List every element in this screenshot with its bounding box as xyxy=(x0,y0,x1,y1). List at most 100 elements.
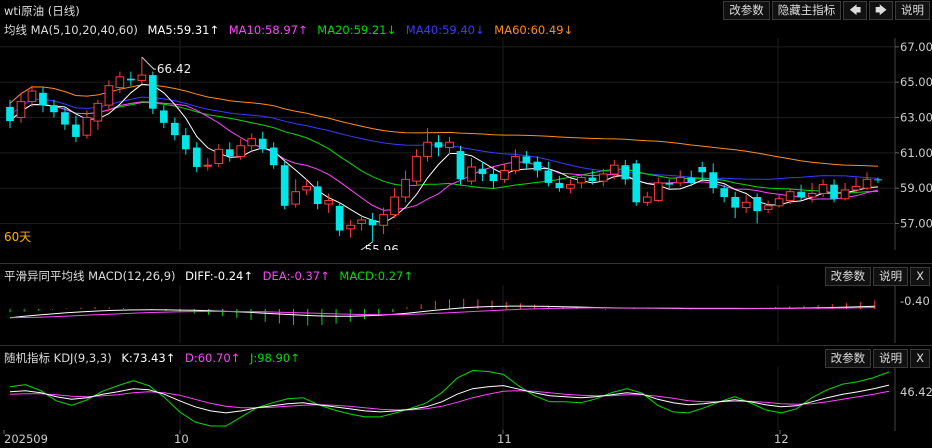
candle-down xyxy=(874,179,882,181)
j-line xyxy=(9,369,890,427)
candle-up xyxy=(214,148,224,164)
ma60-value: MA60:60.49↓ xyxy=(494,23,574,37)
kdj-close-button[interactable]: X xyxy=(910,349,930,368)
macd-chart[interactable]: -0.40 xyxy=(0,285,932,343)
candle-up xyxy=(642,196,652,203)
next-button[interactable]: 🡆 xyxy=(869,1,893,20)
candle-up xyxy=(577,177,586,184)
dea-value: DEA:-0.37↑ xyxy=(262,269,330,283)
candle-up xyxy=(379,214,388,226)
candle-down xyxy=(522,156,531,164)
edit-params-button[interactable]: 改参数 xyxy=(723,1,770,20)
diff-value: DIFF:-0.24↑ xyxy=(185,269,254,283)
candle-up xyxy=(741,201,751,209)
kdj-legend: 随机指标 KDJ(9,3,3) K:73.43↑ D:60.70↑ J:98.9… xyxy=(0,347,932,368)
candle-down xyxy=(489,174,498,182)
candle-up xyxy=(511,155,520,172)
candle-down xyxy=(665,182,674,185)
hide-main-indicator-button[interactable]: 隐藏主指标 xyxy=(771,1,842,20)
ma40-line xyxy=(9,96,879,180)
candle-down xyxy=(720,188,729,197)
candle-up xyxy=(16,101,26,118)
candle-down xyxy=(72,124,80,137)
diff-line xyxy=(9,305,875,319)
candle-down xyxy=(6,106,14,122)
candle-down xyxy=(170,122,179,136)
candle-down xyxy=(181,135,190,150)
macd-close-button[interactable]: X xyxy=(910,267,930,286)
prev-button[interactable]: 🡄 xyxy=(843,1,868,20)
candle-up xyxy=(423,141,432,157)
price-axis-label: 61.00 xyxy=(900,146,932,160)
candle-down xyxy=(830,184,838,199)
candle-up xyxy=(236,145,246,157)
x-axis-label: 11 xyxy=(497,432,512,446)
price-axis-label: 65.00 xyxy=(900,75,932,89)
ma10-value: MA10:58.97↑ xyxy=(228,23,308,37)
main-legend: 均线 MA(5,10,20,40,60) MA5:59.31↑ MA10:58.… xyxy=(0,20,932,38)
candle-down xyxy=(313,186,322,205)
candle-down xyxy=(258,138,267,150)
candle-up xyxy=(598,173,608,182)
candle-down xyxy=(478,168,487,175)
candle-up xyxy=(302,185,312,191)
candle-up xyxy=(609,164,619,175)
price-chart[interactable]: 67.00 65.00 63.00 61.00 59.00 57.00 66.42 55.96… xyxy=(0,38,932,250)
macd-legend-name: 平滑异同平均线 MACD(12,26,9) xyxy=(4,269,176,283)
candle-up xyxy=(785,191,795,202)
candle-down xyxy=(731,197,740,208)
min-pointer xyxy=(360,241,373,250)
candle-down xyxy=(225,149,234,157)
candle-up xyxy=(774,198,784,207)
candle-up xyxy=(840,189,850,200)
price-axis-label: 63.00 xyxy=(900,111,932,125)
candle-down xyxy=(687,177,696,183)
candle-up xyxy=(82,117,92,136)
title-bar: wti原油 (日线) 改参数 隐藏主指标 🡄 🡆 说明 xyxy=(0,0,932,20)
candle-up xyxy=(93,102,103,122)
kdj-help-button[interactable]: 说明 xyxy=(873,349,909,368)
max-pointer xyxy=(141,56,156,70)
candle-up xyxy=(445,141,454,149)
candle-up xyxy=(807,192,817,198)
help-button[interactable]: 说明 xyxy=(895,1,930,20)
d-line xyxy=(9,390,890,411)
kdj-edit-button[interactable]: 改参数 xyxy=(824,349,872,368)
candle-down xyxy=(632,163,641,203)
x-axis-label: 12 xyxy=(774,432,789,446)
candle-up xyxy=(390,196,399,216)
candle-down xyxy=(456,151,465,180)
toolbar: 改参数 隐藏主指标 🡄 🡆 说明 xyxy=(723,1,930,20)
macd-edit-button[interactable]: 改参数 xyxy=(824,267,872,286)
candle-down xyxy=(159,110,168,123)
period-label: 60天 xyxy=(4,230,31,244)
k-value: K:73.43↑ xyxy=(121,351,176,365)
candle-up xyxy=(247,138,257,147)
candle-down xyxy=(555,182,564,189)
macd-help-button[interactable]: 说明 xyxy=(873,267,909,286)
candle-down xyxy=(544,170,553,183)
divider xyxy=(0,345,932,346)
candle-up xyxy=(500,170,509,180)
candle-down xyxy=(368,219,377,226)
candle-up xyxy=(763,205,773,210)
x-axis-label: 202509 xyxy=(4,432,48,446)
left-arrow-icon: 🡄 xyxy=(849,3,862,17)
candle-down xyxy=(753,197,761,212)
candle-up xyxy=(357,219,366,224)
candle-down xyxy=(280,165,289,206)
ma5-value: MA5:59.31↑ xyxy=(147,23,220,37)
candle-down xyxy=(335,205,344,231)
candle-up xyxy=(566,184,575,189)
right-arrow-icon: 🡆 xyxy=(875,3,887,17)
ma-legend-name: 均线 MA(5,10,20,40,60) xyxy=(4,23,138,37)
candle-up xyxy=(115,76,125,88)
candle-down xyxy=(709,172,718,189)
kdj-legend-name: 随机指标 KDJ(9,3,3) xyxy=(4,351,112,365)
candle-down xyxy=(192,147,201,167)
x-axis: 202509 10 11 12 xyxy=(3,430,789,446)
d-value: D:60.70↑ xyxy=(184,351,241,365)
kdj-chart[interactable]: 46.42 xyxy=(0,367,932,431)
candle-down xyxy=(269,147,278,166)
price-axis-label: 59.00 xyxy=(900,181,932,195)
